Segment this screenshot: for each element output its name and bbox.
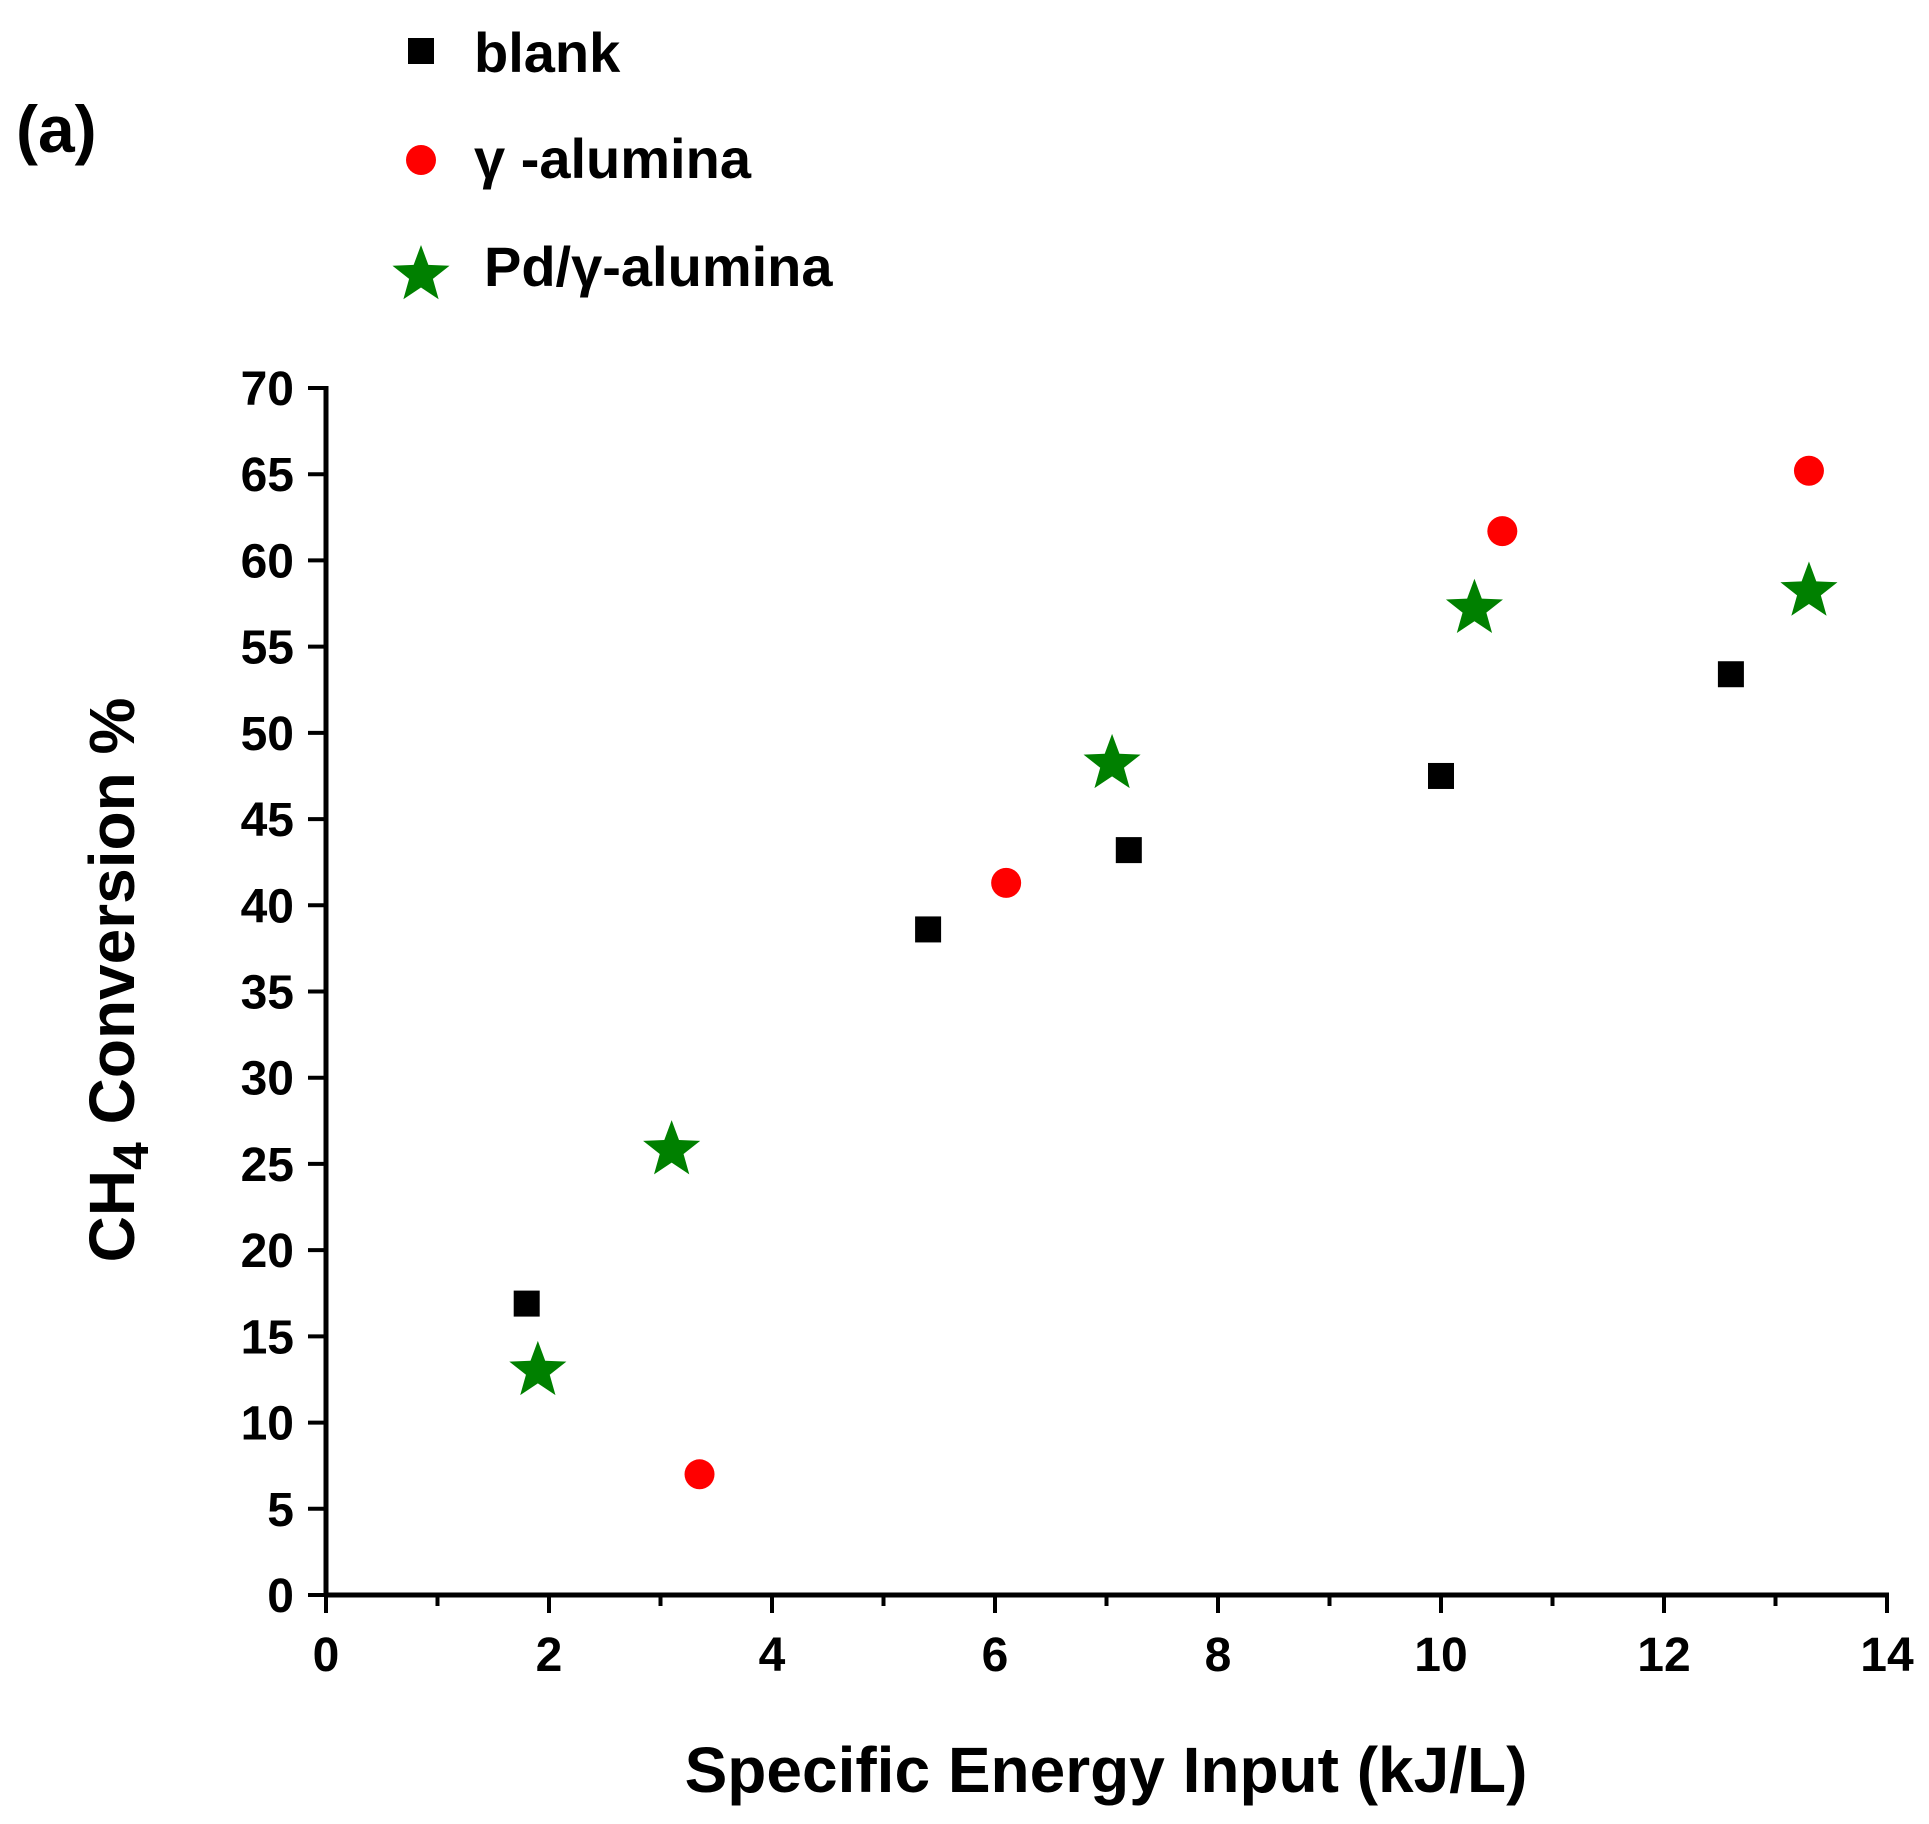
data-points [509, 455, 1838, 1490]
x-tick-label: 14 [1860, 1629, 1914, 1682]
data-point-square [513, 1290, 540, 1317]
y-tick-label: 60 [241, 535, 294, 588]
panel-label: (a) [16, 92, 97, 166]
x-tick-label: 2 [536, 1629, 563, 1682]
series-star [509, 561, 1838, 1396]
data-point-circle [1487, 516, 1518, 547]
y-tick-label: 70 [241, 363, 294, 416]
data-point-circle [1793, 455, 1824, 486]
x-tick-label: 4 [759, 1629, 786, 1682]
data-point-star [1083, 733, 1141, 789]
y-tick-label: 55 [241, 622, 294, 675]
y-tick-label: 10 [241, 1398, 294, 1451]
legend-item-pd-gamma-alumina: Pd/γ-alumina [392, 235, 833, 300]
data-point-square [1717, 661, 1744, 688]
x-tick-label: 10 [1414, 1629, 1467, 1682]
legend-marker-circle [406, 145, 436, 175]
data-point-square [1115, 837, 1142, 864]
y-tick-label: 20 [241, 1225, 294, 1278]
x-axis-title: Specific Energy Input (kJ/L) [685, 1734, 1528, 1806]
x-tick-label: 6 [982, 1629, 1009, 1682]
legend: blank γ -alumina Pd/γ-alumina [392, 21, 833, 300]
x-tick-label: 8 [1205, 1629, 1232, 1682]
y-tick-label: 5 [267, 1484, 294, 1537]
y-tick-label: 50 [241, 708, 294, 761]
data-point-star [643, 1120, 701, 1175]
data-point-star [1780, 561, 1838, 616]
data-point-circle [684, 1459, 715, 1490]
legend-label-blank: blank [474, 21, 621, 84]
series-square [513, 661, 1744, 1317]
y-axis-title-rest: Conversion % [76, 698, 148, 1143]
y-axis-title: CH4 Conversion % [76, 698, 159, 1263]
data-point-star [1445, 578, 1503, 633]
y-axis-title-main: CH [76, 1170, 148, 1262]
x-tick-label: 12 [1637, 1629, 1690, 1682]
data-point-circle [991, 867, 1022, 898]
y-tick-label: 40 [241, 880, 294, 933]
data-point-star [509, 1340, 567, 1396]
axes [308, 386, 1889, 1613]
y-tick-label: 65 [241, 449, 294, 502]
y-tick-label: 15 [241, 1311, 294, 1364]
series-circle [684, 455, 1824, 1490]
data-point-square [915, 916, 942, 943]
legend-marker-star [392, 245, 450, 300]
data-point-square [1428, 762, 1454, 789]
legend-marker-square [408, 38, 434, 64]
legend-label-pd-gamma-alumina: Pd/γ-alumina [484, 235, 833, 298]
y-tick-labels: 0 5 10 15 20 25 30 35 40 45 50 55 60 65 70 [241, 363, 294, 1623]
legend-item-blank: blank [408, 21, 621, 84]
y-tick-label: 45 [241, 794, 294, 847]
legend-item-gamma-alumina: γ -alumina [406, 127, 752, 190]
y-tick-label: 25 [241, 1139, 294, 1192]
y-axis-title-subscript: 4 [103, 1142, 159, 1170]
y-tick-label: 30 [241, 1053, 294, 1106]
x-tick-labels: 0 2 4 6 8 10 12 14 [313, 1629, 1914, 1682]
legend-label-gamma-alumina: γ -alumina [474, 127, 752, 190]
y-tick-label: 35 [241, 967, 294, 1020]
x-tick-label: 0 [313, 1629, 340, 1682]
y-tick-label: 0 [267, 1570, 294, 1623]
